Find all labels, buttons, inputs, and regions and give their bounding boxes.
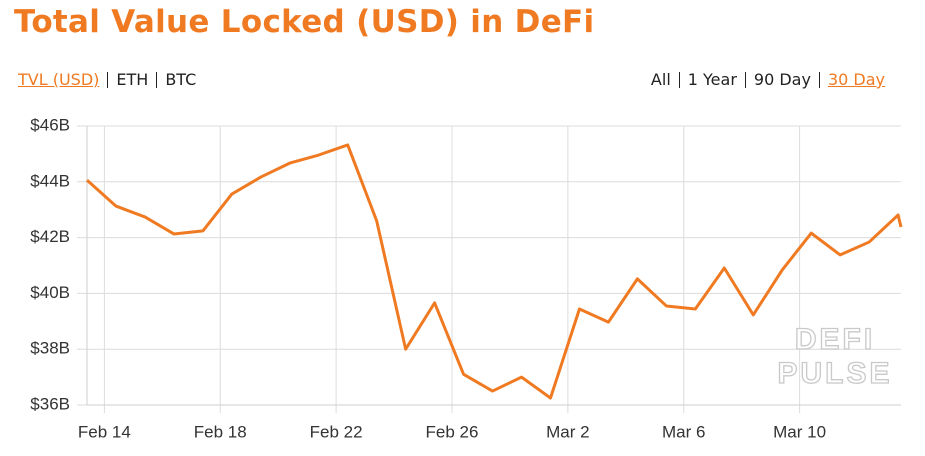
- y-tick-label: $40B: [30, 283, 70, 302]
- x-tick-label: Feb 26: [426, 422, 479, 441]
- x-tick-label: Mar 6: [662, 422, 705, 441]
- x-tick-label: Feb 18: [194, 422, 247, 441]
- tab[interactable]: 1 Year: [687, 70, 737, 89]
- x-tick-label: Mar 10: [773, 422, 826, 441]
- separator: [107, 71, 109, 88]
- tab[interactable]: 30 Day: [827, 70, 885, 89]
- range-tabs: All 1 Year 90 Day 30 Day: [643, 70, 893, 89]
- x-tick-label: Mar 2: [546, 422, 589, 441]
- watermark: PULSE: [777, 357, 892, 390]
- tab[interactable]: All: [650, 70, 671, 89]
- currency-tabs: TVL (USD) ETH BTC: [10, 70, 204, 89]
- y-tick-label: $42B: [30, 227, 70, 246]
- separator: [744, 71, 746, 88]
- tab[interactable]: BTC: [165, 70, 197, 89]
- watermark: DEFI: [795, 323, 875, 356]
- y-tick-label: $36B: [30, 394, 70, 413]
- separator: [818, 71, 820, 88]
- y-tick-label: $46B: [30, 115, 70, 134]
- separator: [156, 71, 158, 88]
- x-tick-label: Feb 22: [310, 422, 363, 441]
- y-tick-label: $44B: [30, 171, 70, 190]
- tab[interactable]: 90 Day: [753, 70, 811, 89]
- y-tick-label: $38B: [30, 339, 70, 358]
- chart-title: Total Value Locked (USD) in DeFi: [14, 4, 595, 40]
- tab[interactable]: TVL (USD): [18, 70, 100, 89]
- tab[interactable]: ETH: [116, 70, 149, 89]
- separator: [678, 71, 680, 88]
- line: [85, 143, 903, 400]
- x-tick-label: Feb 14: [78, 422, 131, 441]
